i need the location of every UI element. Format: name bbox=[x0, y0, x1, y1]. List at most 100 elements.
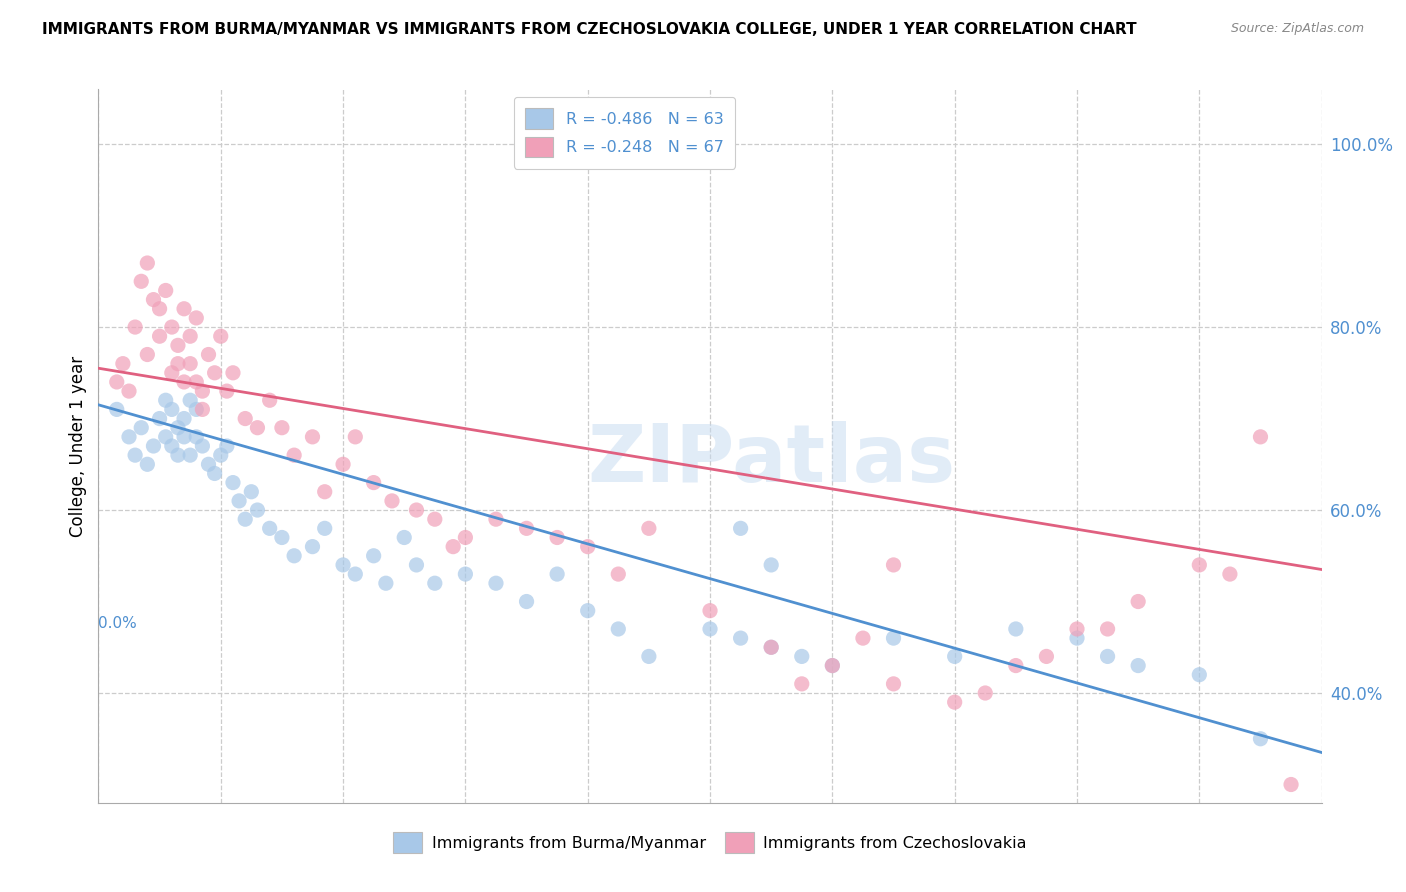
Point bbox=[191, 402, 214, 417]
Point bbox=[637, 649, 661, 664]
Text: IMMIGRANTS FROM BURMA/MYANMAR VS IMMIGRANTS FROM CZECHOSLOVAKIA COLLEGE, UNDER 1: IMMIGRANTS FROM BURMA/MYANMAR VS IMMIGRA… bbox=[42, 22, 1137, 37]
Point bbox=[191, 384, 214, 398]
Point bbox=[270, 420, 292, 434]
Point bbox=[1128, 594, 1150, 608]
Point bbox=[1066, 631, 1088, 645]
Point bbox=[485, 576, 508, 591]
Point bbox=[1249, 430, 1271, 444]
Point bbox=[129, 274, 152, 288]
Point bbox=[392, 531, 416, 545]
Point bbox=[1066, 622, 1088, 636]
Point bbox=[607, 622, 630, 636]
Point bbox=[167, 338, 190, 352]
Point bbox=[186, 402, 208, 417]
Point bbox=[423, 576, 446, 591]
Point bbox=[160, 320, 183, 334]
Point bbox=[883, 631, 905, 645]
Point bbox=[124, 320, 146, 334]
Point bbox=[233, 512, 256, 526]
Point bbox=[423, 512, 446, 526]
Point bbox=[852, 631, 875, 645]
Point bbox=[246, 503, 269, 517]
Point bbox=[730, 521, 752, 535]
Point bbox=[173, 375, 195, 389]
Point bbox=[129, 420, 152, 434]
Point bbox=[142, 293, 165, 307]
Point bbox=[149, 411, 172, 425]
Point bbox=[516, 521, 538, 535]
Point bbox=[246, 420, 269, 434]
Point bbox=[974, 686, 997, 700]
Point bbox=[283, 448, 305, 462]
Point bbox=[363, 475, 385, 490]
Point bbox=[790, 677, 813, 691]
Point bbox=[344, 567, 367, 582]
Point bbox=[1128, 658, 1150, 673]
Point bbox=[301, 540, 323, 554]
Point bbox=[883, 558, 905, 572]
Point bbox=[222, 366, 245, 380]
Point bbox=[759, 640, 782, 655]
Point bbox=[240, 484, 263, 499]
Point bbox=[1004, 658, 1026, 673]
Point bbox=[155, 393, 177, 408]
Point bbox=[233, 411, 256, 425]
Point bbox=[179, 329, 201, 343]
Point bbox=[186, 430, 208, 444]
Point bbox=[228, 494, 250, 508]
Point bbox=[405, 503, 427, 517]
Point bbox=[167, 420, 190, 434]
Point bbox=[1188, 667, 1211, 681]
Point bbox=[405, 558, 427, 572]
Point bbox=[1004, 622, 1026, 636]
Point bbox=[344, 430, 367, 444]
Point bbox=[759, 640, 782, 655]
Point bbox=[179, 357, 201, 371]
Point bbox=[167, 448, 190, 462]
Point bbox=[332, 558, 354, 572]
Point bbox=[179, 448, 201, 462]
Point bbox=[118, 384, 141, 398]
Point bbox=[105, 375, 128, 389]
Point bbox=[215, 439, 238, 453]
Point bbox=[197, 347, 219, 361]
Point bbox=[314, 521, 336, 535]
Point bbox=[149, 301, 172, 316]
Text: ZIPatlas: ZIPatlas bbox=[588, 421, 955, 500]
Point bbox=[215, 384, 238, 398]
Point bbox=[759, 558, 782, 572]
Legend: Immigrants from Burma/Myanmar, Immigrants from Czechoslovakia: Immigrants from Burma/Myanmar, Immigrant… bbox=[387, 826, 1033, 859]
Point bbox=[155, 284, 177, 298]
Point bbox=[883, 677, 905, 691]
Point bbox=[381, 494, 404, 508]
Point bbox=[149, 329, 172, 343]
Point bbox=[454, 531, 477, 545]
Point bbox=[790, 649, 813, 664]
Point bbox=[160, 366, 183, 380]
Point bbox=[209, 329, 232, 343]
Point bbox=[314, 484, 336, 499]
Point bbox=[1035, 649, 1057, 664]
Point bbox=[259, 393, 281, 408]
Point bbox=[332, 458, 354, 472]
Point bbox=[167, 357, 190, 371]
Text: Source: ZipAtlas.com: Source: ZipAtlas.com bbox=[1230, 22, 1364, 36]
Point bbox=[1097, 649, 1119, 664]
Point bbox=[197, 458, 219, 472]
Point bbox=[160, 439, 183, 453]
Point bbox=[730, 631, 752, 645]
Point bbox=[699, 604, 721, 618]
Point bbox=[699, 622, 721, 636]
Point bbox=[118, 430, 141, 444]
Point bbox=[105, 402, 128, 417]
Point bbox=[155, 430, 177, 444]
Point bbox=[1279, 777, 1302, 791]
Point bbox=[160, 402, 183, 417]
Point bbox=[1188, 558, 1211, 572]
Point bbox=[136, 458, 159, 472]
Point bbox=[173, 430, 195, 444]
Point bbox=[454, 567, 477, 582]
Point bbox=[374, 576, 396, 591]
Point bbox=[136, 347, 159, 361]
Point bbox=[607, 567, 630, 582]
